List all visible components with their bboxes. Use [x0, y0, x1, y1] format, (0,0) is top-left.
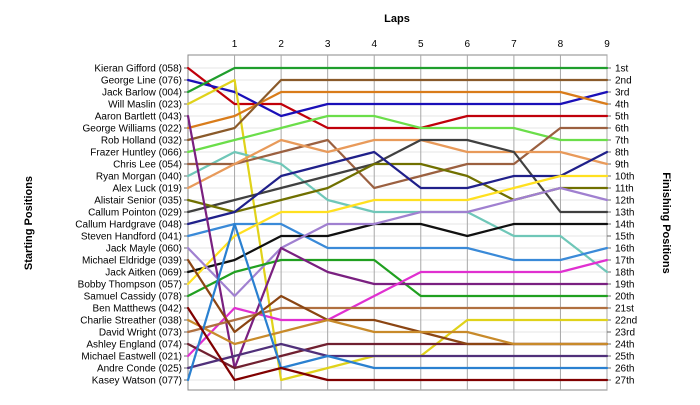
finish-position-label: 22nd — [615, 316, 637, 327]
finish-position-label: 21st — [615, 304, 634, 315]
finish-position-label: 5th — [615, 112, 629, 123]
start-position-label: Bobby Thompson (057) — [78, 280, 182, 291]
finish-position-label: 9th — [615, 160, 629, 171]
start-position-label: Jack Aitken (069) — [105, 268, 182, 279]
finish-position-label: 3rd — [615, 88, 629, 99]
x-tick-label: 1 — [232, 39, 238, 50]
start-position-label: Will Maslin (023) — [108, 100, 182, 111]
start-position-label: Michael Eldridge (039) — [82, 256, 182, 267]
finish-position-label: 4th — [615, 100, 629, 111]
series-line-10 — [186, 138, 609, 190]
start-position-label: David Wright (073) — [99, 328, 182, 339]
series-line-13 — [186, 150, 609, 226]
plot-area: 1 2 3 4 5 6 7 8 9 Kieran Gifford (058)George Line… — [75, 39, 637, 391]
finish-position-label: 13th — [615, 208, 634, 219]
finish-position-label: 8th — [615, 148, 629, 159]
start-position-label: Ryan Morgan (040) — [96, 172, 182, 183]
series-line-24 — [186, 318, 609, 346]
start-position-label: George Williams (022) — [83, 124, 182, 135]
finish-position-label: 1st — [615, 64, 629, 75]
finish-position-label: 24th — [615, 340, 634, 351]
start-position-label: Steven Handford (041) — [81, 232, 182, 243]
start-position-label: Kieran Gifford (058) — [94, 64, 182, 75]
finish-position-label: 12th — [615, 196, 634, 207]
series-line-6 — [186, 78, 609, 142]
start-position-label: Jack Barlow (004) — [102, 88, 182, 99]
finish-position-label: 17th — [615, 256, 634, 267]
start-position-label: Alistair Senior (035) — [94, 196, 182, 207]
start-position-label: Kasey Watson (077) — [92, 376, 182, 387]
finish-position-label: 11th — [615, 184, 634, 195]
finish-position-label: 18th — [615, 268, 634, 279]
start-position-label: Ashley England (074) — [86, 340, 182, 351]
finish-position-label: 6th — [615, 124, 629, 135]
series-line-18 — [186, 258, 609, 298]
start-position-label: Callum Pointon (029) — [88, 208, 182, 219]
y-axis-label-right: Finishing Positions — [660, 172, 672, 273]
start-position-label: Frazer Huntley (066) — [90, 148, 182, 159]
finish-position-label: 27th — [615, 376, 634, 387]
start-position-label: Charlie Streather (038) — [80, 316, 182, 327]
series-line-16 — [186, 174, 609, 286]
start-position-label: Alex Luck (019) — [113, 184, 182, 195]
series-line-15 — [186, 222, 609, 274]
start-position-label: Chris Lee (054) — [113, 160, 182, 171]
start-position-label: Rob Holland (032) — [101, 136, 182, 147]
x-tick-label: 5 — [418, 39, 424, 50]
start-position-label: Ben Matthews (042) — [93, 304, 183, 315]
finish-position-label: 14th — [615, 220, 634, 231]
start-position-label: George Line (076) — [101, 76, 182, 87]
y-axis-label-left: Starting Positions — [23, 176, 35, 270]
finish-position-label: 10th — [615, 172, 634, 183]
finish-position-label: 15th — [615, 232, 634, 243]
finish-position-label: 23rd — [615, 328, 635, 339]
plot-frame — [187, 54, 608, 391]
series-line-7 — [186, 114, 609, 154]
series-line-27 — [186, 306, 609, 382]
x-tick-label: 3 — [325, 39, 331, 50]
start-position-label: Michael Eastwell (021) — [81, 352, 182, 363]
series-line-3 — [186, 66, 609, 94]
x-tick-label: 6 — [465, 39, 471, 50]
finish-position-label: 19th — [615, 280, 634, 291]
finish-position-label: 26th — [615, 364, 634, 375]
start-position-label: Callum Hardgrave (048) — [75, 220, 182, 231]
finish-position-label: 20th — [615, 292, 634, 303]
series-line-17 — [186, 186, 609, 298]
start-position-label: Aaron Bartlett (043) — [95, 112, 182, 123]
start-position-label: Samuel Cassidy (078) — [84, 292, 182, 303]
series-line-9 — [186, 126, 609, 190]
chart-title: Laps — [384, 13, 410, 25]
x-tick-label: 2 — [278, 39, 284, 50]
x-tick-label: 9 — [604, 39, 610, 50]
series-line-25 — [186, 342, 609, 370]
x-tick-label: 8 — [558, 39, 564, 50]
start-position-label: Jack Mayle (060) — [106, 244, 182, 255]
finish-position-label: 2nd — [615, 76, 632, 87]
start-position-label: Andre Conde (025) — [97, 364, 182, 375]
x-tick-label: 7 — [511, 39, 517, 50]
series-line-26 — [186, 222, 609, 382]
finish-position-label: 25th — [615, 352, 634, 363]
x-tick-label: 4 — [371, 39, 377, 50]
finish-position-label: 16th — [615, 244, 634, 255]
finish-position-label: 7th — [615, 136, 629, 147]
